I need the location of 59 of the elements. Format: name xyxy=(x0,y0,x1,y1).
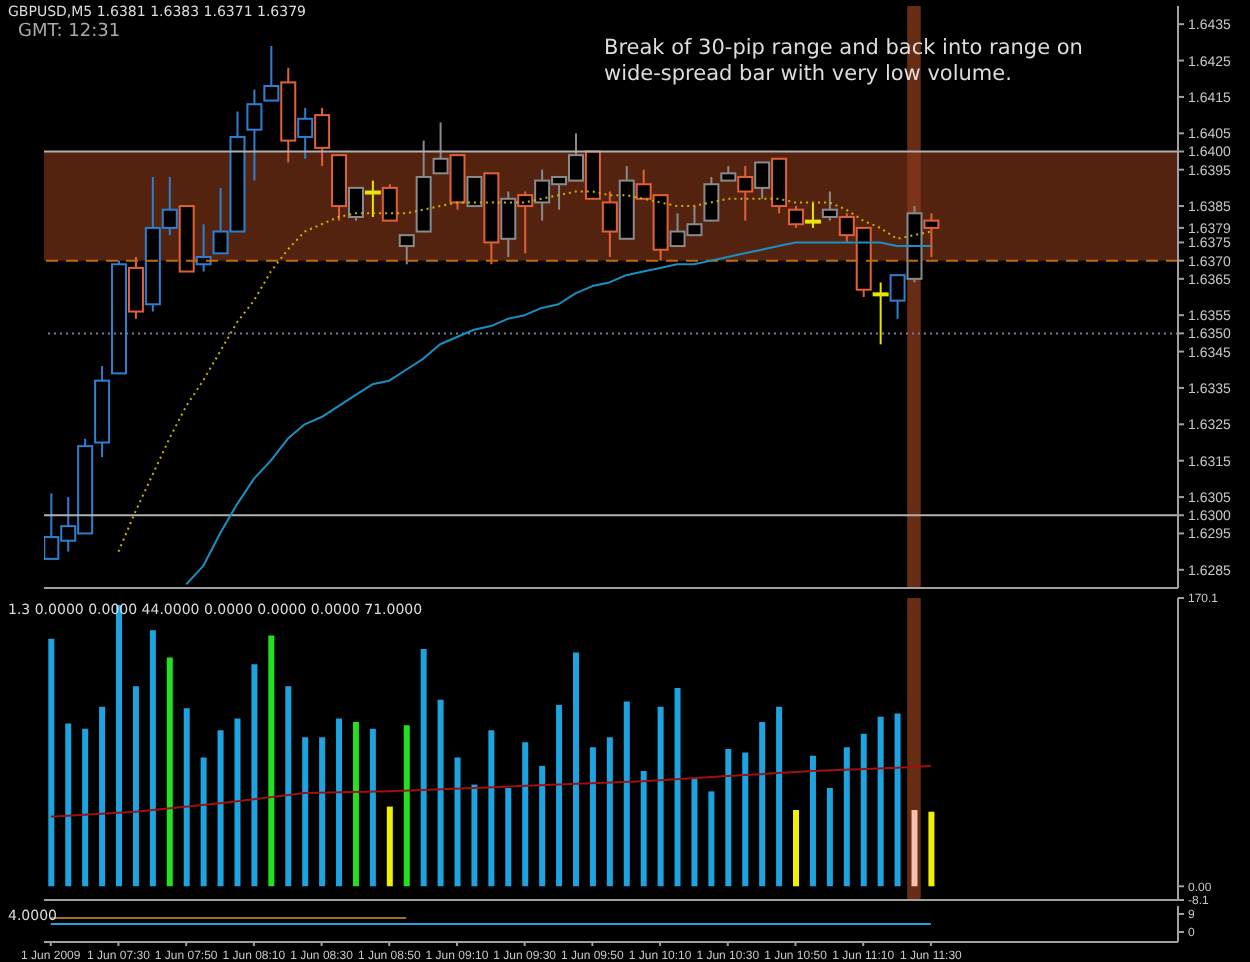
bar xyxy=(386,806,393,887)
text: GMT: 12:31 xyxy=(18,22,121,42)
bar xyxy=(928,811,935,887)
line-series xyxy=(185,241,932,586)
bar xyxy=(623,701,630,887)
bar xyxy=(48,638,55,887)
bar xyxy=(725,749,732,887)
bar xyxy=(149,630,156,887)
annotation: Break of 30-pip range and back into range on wide-spread bar with very low volume. xyxy=(604,36,1085,88)
bar xyxy=(843,747,850,887)
candlestick xyxy=(246,88,263,182)
bar xyxy=(437,699,444,887)
bar xyxy=(132,686,139,887)
bar xyxy=(251,664,258,887)
bar xyxy=(471,784,478,887)
bar xyxy=(572,652,579,887)
bar xyxy=(217,730,224,887)
bar xyxy=(200,757,207,887)
bar xyxy=(894,713,901,887)
bar xyxy=(352,721,359,887)
bar xyxy=(826,787,833,887)
bar xyxy=(268,635,275,887)
bar xyxy=(82,728,89,887)
bar xyxy=(183,708,190,887)
bar xyxy=(505,787,512,887)
bar xyxy=(877,716,884,887)
bar xyxy=(776,706,783,887)
bar xyxy=(691,777,698,887)
candlestick xyxy=(703,175,720,222)
bar xyxy=(285,686,292,887)
bar xyxy=(336,718,343,887)
bar xyxy=(708,791,715,887)
bar xyxy=(556,704,563,887)
bar xyxy=(539,765,546,887)
bar xyxy=(674,687,681,887)
bar xyxy=(369,728,376,887)
bar xyxy=(99,706,106,887)
bar xyxy=(65,723,72,887)
bar xyxy=(640,771,647,887)
bar xyxy=(589,747,596,887)
bar xyxy=(403,725,410,887)
bar xyxy=(793,810,800,887)
bar xyxy=(454,757,461,887)
bar xyxy=(522,742,529,887)
bar xyxy=(759,721,766,887)
bar xyxy=(319,737,326,887)
bar xyxy=(166,657,173,887)
bar xyxy=(234,718,241,887)
bar xyxy=(809,755,816,887)
bar xyxy=(657,706,664,887)
bar xyxy=(488,730,495,887)
bar xyxy=(911,810,918,887)
bar xyxy=(742,752,749,887)
line-series xyxy=(49,764,932,818)
bar xyxy=(420,649,427,887)
bar xyxy=(860,733,867,887)
bar xyxy=(606,737,613,887)
bar xyxy=(302,737,309,887)
candlestick xyxy=(398,234,415,266)
